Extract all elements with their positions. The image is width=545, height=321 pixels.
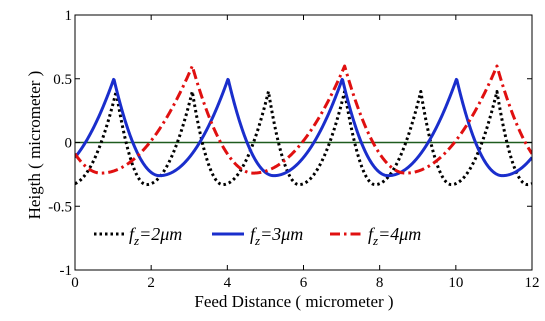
- x-tick-label: 4: [224, 275, 232, 291]
- y-tick-label: 1: [65, 8, 73, 24]
- x-tick-label: 0: [71, 275, 79, 291]
- series-line-1: [75, 90, 532, 187]
- y-axis-label: Heigth ( micrometer ): [25, 71, 44, 220]
- y-tick-label: 0: [65, 136, 73, 152]
- x-tick-label: 6: [300, 275, 308, 291]
- legend-label-3: fz=4μm: [368, 224, 421, 248]
- x-tick-label: 2: [147, 275, 155, 291]
- plot-lines: [75, 64, 532, 187]
- legend-label-2: fz=3μm: [250, 224, 303, 248]
- y-tick-label: -1: [60, 263, 73, 279]
- x-tick-label: 10: [448, 275, 463, 291]
- axes: [74, 14, 533, 271]
- y-tick-label: 0.5: [53, 72, 72, 88]
- tick-labels: 0 2 4 6 8 10 12 -1 -0.5 0 0.5 1: [48, 8, 539, 291]
- x-axis-label: Feed Distance ( micrometer ): [194, 292, 393, 311]
- series-line-3: [75, 64, 532, 175]
- x-tick-label: 8: [376, 275, 384, 291]
- series-line-2: [75, 77, 532, 178]
- y-tick-label: -0.5: [48, 199, 72, 215]
- legend-label-1: fz=2μm: [129, 224, 182, 248]
- x-tick-label: 12: [525, 275, 540, 291]
- legend: fz=2μm fz=3μm fz=4μm: [94, 224, 421, 248]
